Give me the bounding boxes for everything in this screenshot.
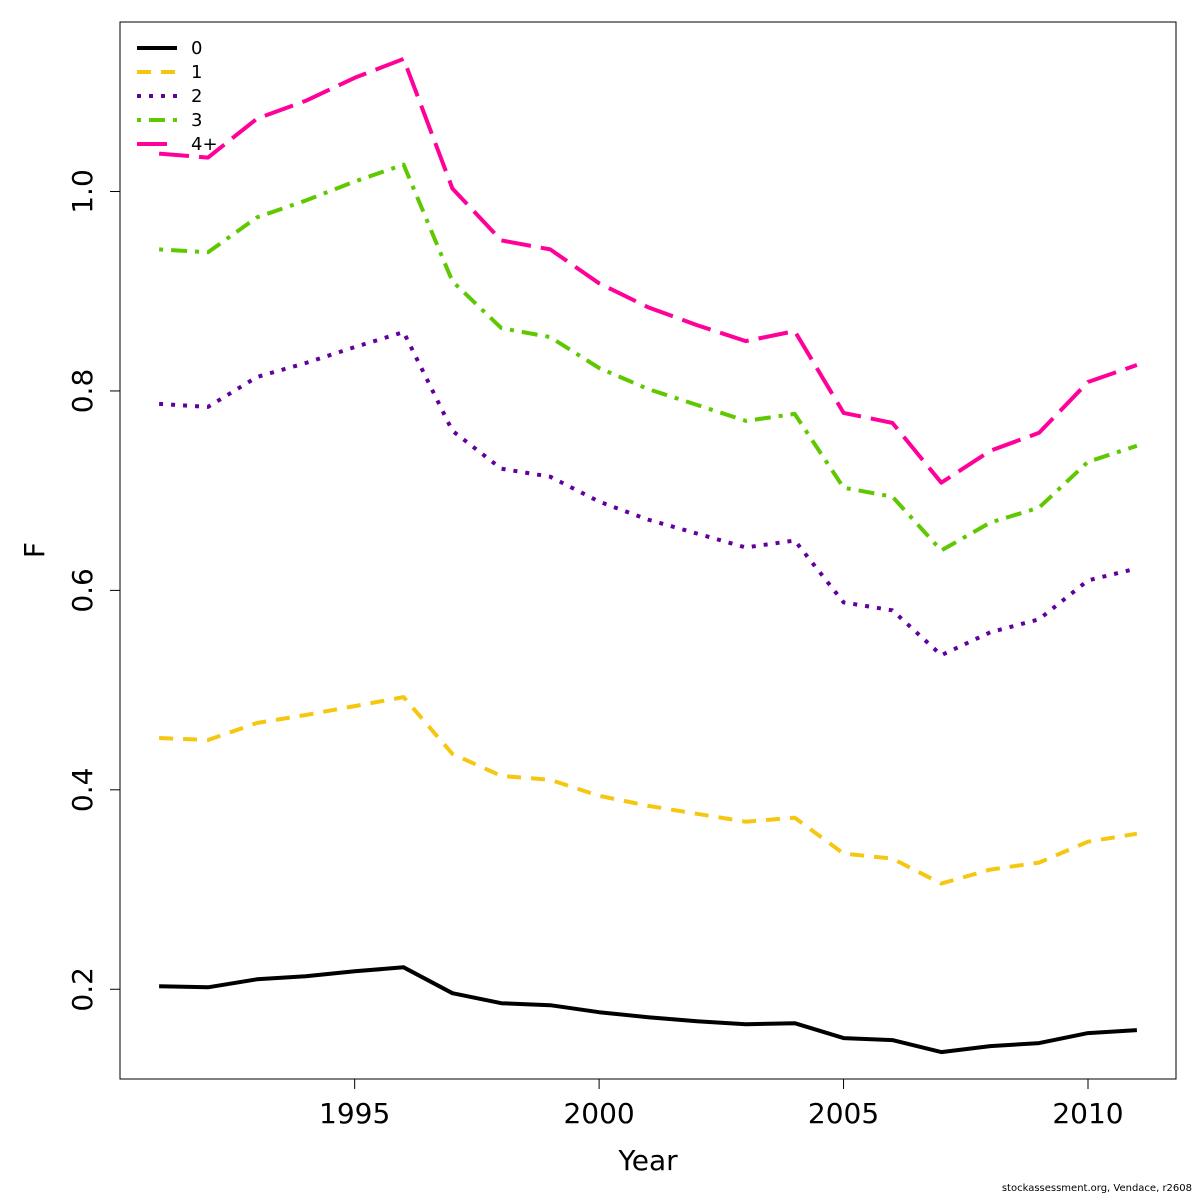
plot-frame: [119, 21, 1177, 1080]
x-tick-label: 2000: [563, 1097, 634, 1130]
x-tick-label: 2010: [1052, 1097, 1123, 1130]
legend-label-1: 1: [191, 62, 202, 83]
y-tick-label: 0.6: [66, 568, 99, 613]
legend: 0 1 2 3 4+: [137, 38, 218, 155]
y-tick-label: 1.0: [66, 169, 99, 214]
y-tick-label: 0.2: [66, 967, 99, 1012]
series-line-1: [159, 695, 1138, 886]
legend-label-4: 4+: [191, 134, 218, 155]
legend-label-2: 2: [191, 86, 202, 107]
series-line-0: [159, 965, 1138, 1055]
x-tick-label: 2005: [808, 1097, 879, 1130]
x-axis-label: Year: [617, 1144, 678, 1177]
y-axis: 0.2 0.4 0.6 0.8 1.0: [66, 169, 121, 1012]
series-line-4: [158, 56, 1138, 485]
legend-label-0: 0: [191, 38, 202, 59]
x-axis: 1995 2000 2005 2010: [319, 1078, 1124, 1130]
legend-label-3: 3: [191, 110, 202, 131]
y-tick-label: 0.4: [66, 768, 99, 813]
series-line-2: [158, 330, 1138, 658]
y-axis-label: F: [18, 542, 51, 558]
y-tick-label: 0.8: [66, 369, 99, 414]
series-layer: [158, 56, 1138, 1055]
x-tick-label: 1995: [319, 1097, 390, 1130]
series-line-3: [158, 162, 1138, 553]
credit-text: stockassessment.org, Vendace, r2608: [1001, 1183, 1192, 1194]
